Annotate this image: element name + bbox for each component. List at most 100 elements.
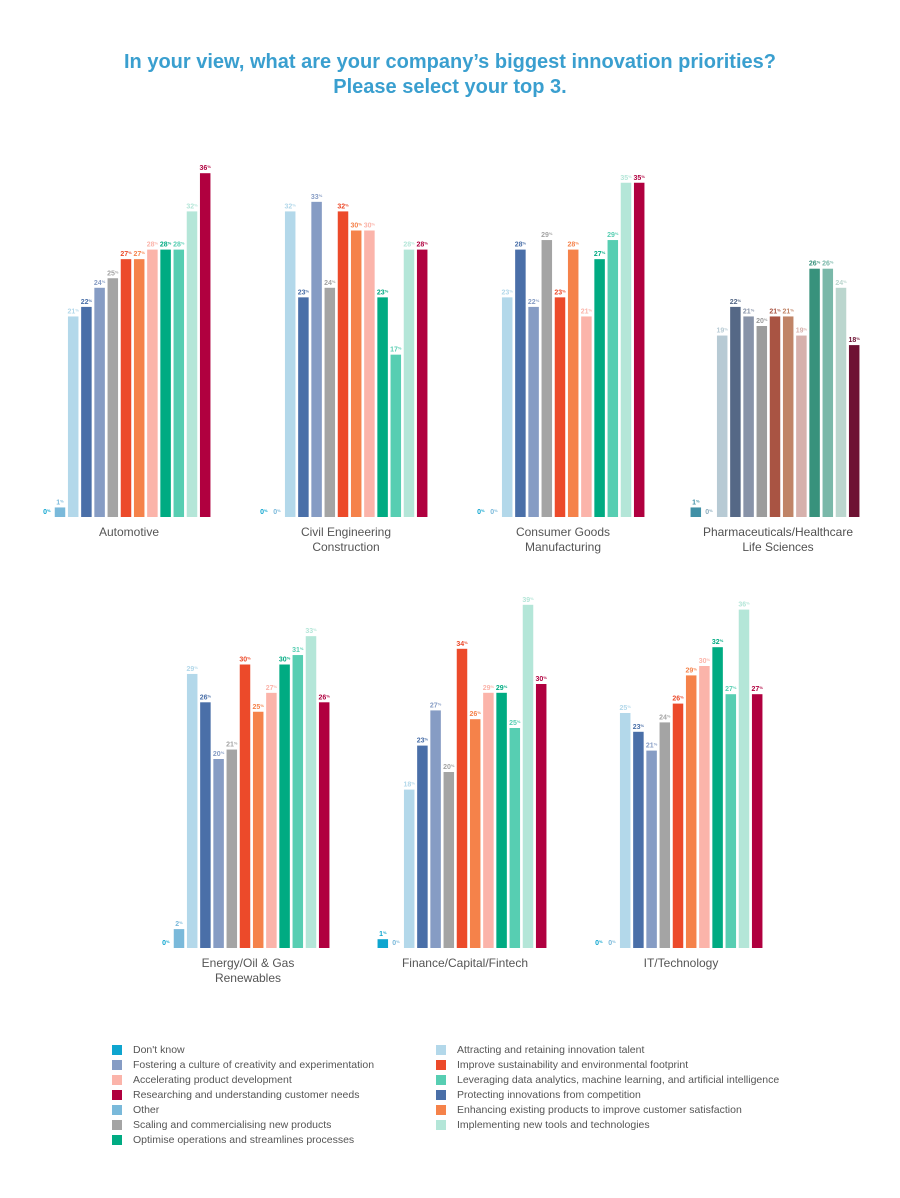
panel-label: IT/Technology xyxy=(644,956,719,970)
percent-sign: % xyxy=(141,250,145,255)
value-label: 32% xyxy=(285,202,297,210)
bar xyxy=(318,702,330,948)
bar xyxy=(659,722,671,948)
bar xyxy=(292,655,304,948)
value-label: 33% xyxy=(305,627,317,635)
percent-sign: % xyxy=(411,241,415,246)
percent-sign: % xyxy=(300,646,304,651)
legend-label: Implementing new tools and technologies xyxy=(457,1118,650,1131)
value-label: 2% xyxy=(175,920,183,928)
percent-sign: % xyxy=(562,288,566,293)
percent-sign: % xyxy=(179,920,183,925)
bar xyxy=(796,335,807,517)
bar xyxy=(738,609,750,948)
percent-sign: % xyxy=(696,498,700,503)
value-label: 28% xyxy=(173,241,185,249)
legend-swatch xyxy=(112,1104,122,1115)
percent-sign: % xyxy=(75,307,79,312)
percent-sign: % xyxy=(575,241,579,246)
percent-sign: % xyxy=(47,508,51,513)
value-label: 0% xyxy=(705,508,713,516)
percent-sign: % xyxy=(168,241,172,246)
value-label: 18% xyxy=(404,781,416,789)
legend-label: Leveraging data analytics, machine learn… xyxy=(457,1073,780,1086)
percent-sign: % xyxy=(481,508,485,513)
legend-item: Protecting innovations from competition xyxy=(436,1087,779,1102)
value-label: 32% xyxy=(337,202,349,210)
bar xyxy=(633,182,645,517)
panel-label: Manufacturing xyxy=(525,540,601,554)
legend-swatch xyxy=(436,1059,446,1070)
value-label: 23% xyxy=(298,288,310,296)
bar xyxy=(725,694,737,948)
percent-sign: % xyxy=(543,675,547,680)
percent-sign: % xyxy=(654,742,658,747)
percent-sign: % xyxy=(102,279,106,284)
percent-sign: % xyxy=(589,307,593,312)
legend-label: Optimise operations and streamlines proc… xyxy=(133,1133,355,1146)
percent-sign: % xyxy=(358,222,362,227)
legend-label: Accelerating product development xyxy=(133,1073,292,1086)
value-label: 28% xyxy=(417,241,429,249)
value-label: 1% xyxy=(692,498,700,506)
value-label: 26% xyxy=(319,693,331,701)
bar xyxy=(619,713,631,948)
percent-sign: % xyxy=(260,703,264,708)
value-label: 20% xyxy=(756,317,768,325)
bar xyxy=(337,211,349,517)
value-label: 27% xyxy=(430,701,442,709)
value-label: 27% xyxy=(134,250,146,258)
bar xyxy=(501,297,513,517)
value-label: 32% xyxy=(186,202,198,210)
panel-chart: 0%2%29%26%20%21%30%25%27%30%31%33%26%Ene… xyxy=(162,627,330,985)
legend-label: Attracting and retaining innovation tale… xyxy=(457,1043,645,1056)
title-line-2: Please select your top 3. xyxy=(333,76,567,98)
value-label: 18% xyxy=(849,336,861,344)
value-label: 23% xyxy=(377,288,389,296)
bar xyxy=(305,636,317,948)
percent-sign: % xyxy=(319,193,323,198)
legend-label: Enhancing existing products to improve c… xyxy=(457,1103,742,1116)
percent-sign: % xyxy=(277,508,281,513)
value-label: 30% xyxy=(536,675,548,683)
value-label: 21% xyxy=(581,307,593,315)
value-label: 31% xyxy=(292,646,304,654)
percent-sign: % xyxy=(313,627,317,632)
value-label: 21% xyxy=(226,741,238,749)
legend-swatch xyxy=(436,1104,446,1115)
panel-label: Renewables xyxy=(215,971,281,985)
value-label: 30% xyxy=(364,222,376,230)
panel-chart: 1% 0% 18% 23% 27% 20% 34% 26% 29% 29% 25% 39% 30% Fin… xyxy=(377,596,548,970)
bar xyxy=(690,507,702,517)
legend-swatch xyxy=(436,1044,446,1055)
value-label: 19% xyxy=(796,327,808,335)
bar xyxy=(186,211,198,517)
bar xyxy=(54,507,66,517)
bar xyxy=(633,731,644,948)
percent-sign: % xyxy=(477,710,481,715)
legend-item: Accelerating product development xyxy=(112,1072,374,1087)
percent-sign: % xyxy=(707,657,711,662)
value-label: 28% xyxy=(147,241,159,249)
legend-right-column: Attracting and retaining innovation tale… xyxy=(436,1042,779,1132)
value-label: 26% xyxy=(672,695,684,703)
percent-sign: % xyxy=(612,939,616,944)
value-label: 22% xyxy=(730,298,742,306)
percent-sign: % xyxy=(856,336,860,341)
bar xyxy=(200,702,211,948)
percent-sign: % xyxy=(60,498,64,503)
bar xyxy=(443,772,455,948)
value-label: 30% xyxy=(239,656,251,664)
chart-title: In your view, what are your company’s bi… xyxy=(0,50,900,100)
bar xyxy=(620,182,632,517)
value-label: 21% xyxy=(783,307,795,315)
percent-sign: % xyxy=(89,298,93,303)
value-label: 29% xyxy=(541,231,553,239)
panel-chart: 0% 0% 23% 28% 22% 29% 23% 28% 21% 27% 29% 35% 35% Con… xyxy=(477,174,645,554)
percent-sign: % xyxy=(247,656,251,661)
value-label: 26% xyxy=(809,260,821,268)
bar xyxy=(769,316,781,517)
percent-sign: % xyxy=(790,307,794,312)
percent-sign: % xyxy=(155,241,159,246)
panel-label: Civil Engineering xyxy=(301,525,391,539)
